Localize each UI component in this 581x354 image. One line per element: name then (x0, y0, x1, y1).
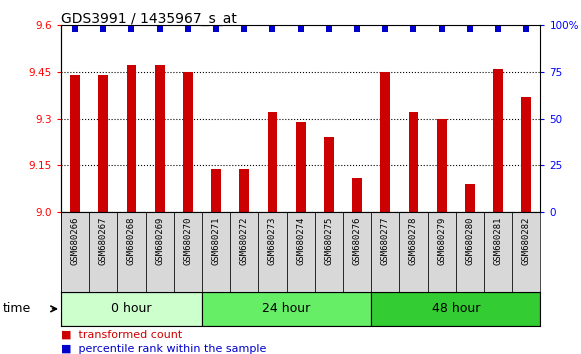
Bar (437, 119, 447, 212)
Text: GSM680267: GSM680267 (99, 216, 108, 265)
Bar (98, 75, 108, 212)
Text: GSM680282: GSM680282 (522, 216, 530, 265)
Bar (371, 292, 540, 326)
Bar (61, 212, 89, 292)
Point (127, 26, 136, 32)
Point (381, 26, 390, 32)
Text: time: time (3, 302, 31, 315)
Bar (117, 212, 146, 292)
Point (155, 26, 164, 32)
Bar (399, 212, 428, 292)
Text: 24 hour: 24 hour (263, 302, 311, 315)
Point (239, 26, 249, 32)
Text: GSM680270: GSM680270 (184, 216, 192, 265)
Bar (183, 72, 193, 212)
Point (183, 26, 192, 32)
Text: GSM680275: GSM680275 (324, 216, 333, 265)
Bar (211, 169, 221, 212)
Text: GSM680281: GSM680281 (493, 216, 503, 265)
Text: ■  transformed count: ■ transformed count (61, 330, 182, 339)
Point (465, 26, 475, 32)
Bar (155, 65, 164, 212)
Text: GSM680274: GSM680274 (296, 216, 305, 265)
Point (70, 26, 80, 32)
Bar (465, 184, 475, 212)
Point (409, 26, 418, 32)
Text: 0 hour: 0 hour (111, 302, 152, 315)
Point (296, 26, 306, 32)
Bar (286, 212, 315, 292)
Bar (89, 212, 117, 292)
Bar (127, 65, 137, 212)
Bar (174, 212, 202, 292)
Bar (146, 212, 174, 292)
Text: GSM680277: GSM680277 (381, 216, 390, 265)
Point (324, 26, 333, 32)
Point (437, 26, 446, 32)
Bar (381, 72, 390, 212)
Bar (230, 212, 259, 292)
Text: 48 hour: 48 hour (432, 302, 480, 315)
Bar (352, 178, 362, 212)
Point (522, 26, 531, 32)
Bar (61, 292, 202, 326)
Text: GSM680266: GSM680266 (71, 216, 80, 265)
Text: GSM680276: GSM680276 (353, 216, 361, 265)
Text: GSM680280: GSM680280 (465, 216, 474, 265)
Bar (408, 112, 418, 212)
Bar (343, 212, 371, 292)
Bar (521, 97, 531, 212)
Point (211, 26, 221, 32)
Text: GSM680269: GSM680269 (155, 216, 164, 265)
Point (493, 26, 503, 32)
Text: GSM680279: GSM680279 (437, 216, 446, 265)
Bar (512, 212, 540, 292)
Text: ■  percentile rank within the sample: ■ percentile rank within the sample (61, 344, 266, 354)
Bar (456, 212, 484, 292)
Bar (202, 212, 230, 292)
Bar (371, 212, 399, 292)
Text: GDS3991 / 1435967_s_at: GDS3991 / 1435967_s_at (61, 12, 237, 27)
Bar (70, 75, 80, 212)
Point (353, 26, 362, 32)
Bar (296, 122, 306, 212)
Text: GSM680278: GSM680278 (409, 216, 418, 265)
Bar (259, 212, 286, 292)
Bar (493, 69, 503, 212)
Text: GSM680272: GSM680272 (240, 216, 249, 265)
Bar (324, 137, 334, 212)
Bar (239, 169, 249, 212)
Point (99, 26, 108, 32)
Bar (267, 112, 277, 212)
Text: GSM680268: GSM680268 (127, 216, 136, 265)
Bar (428, 212, 456, 292)
Text: GSM680273: GSM680273 (268, 216, 277, 265)
Bar (484, 212, 512, 292)
Text: GSM680271: GSM680271 (211, 216, 221, 265)
Point (268, 26, 277, 32)
Bar (202, 292, 371, 326)
Bar (315, 212, 343, 292)
